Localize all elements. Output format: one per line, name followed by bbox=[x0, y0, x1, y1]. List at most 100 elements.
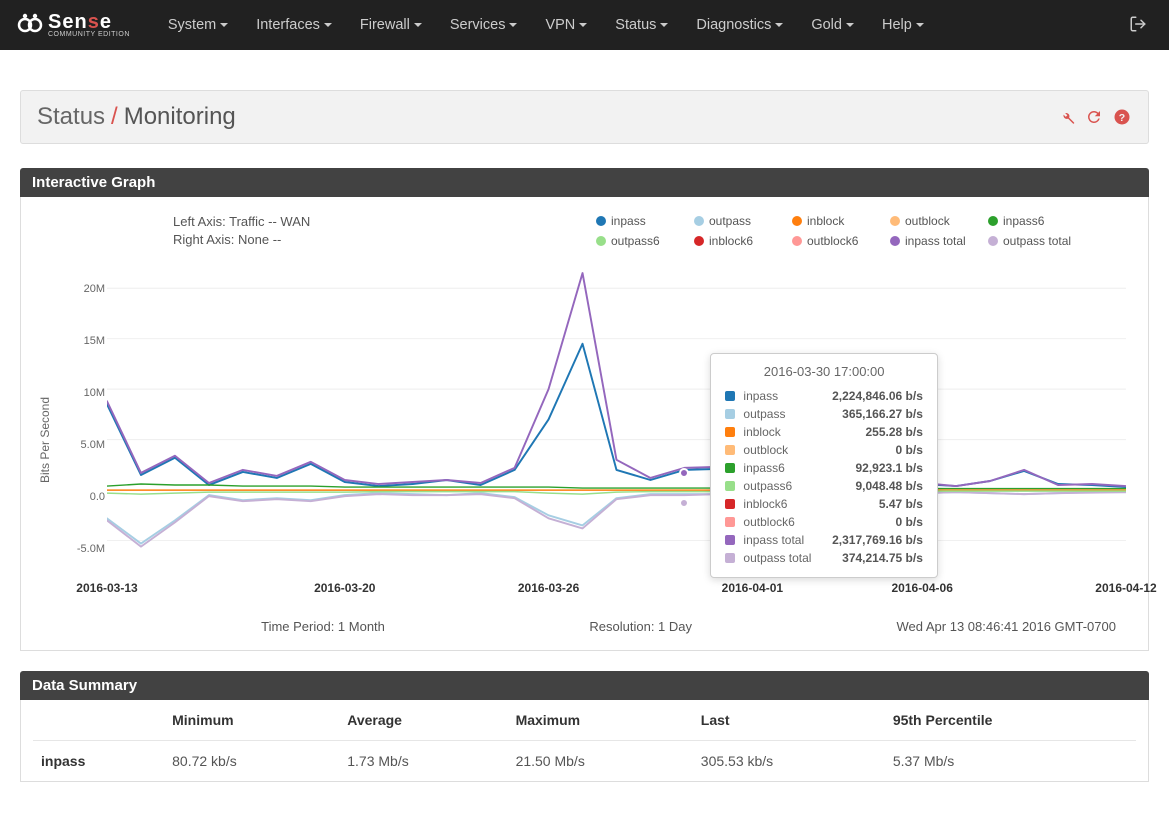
y-axis-label: Bits Per Second bbox=[38, 397, 52, 483]
legend-swatch-icon bbox=[792, 236, 802, 246]
nav-item-firewall[interactable]: Firewall bbox=[346, 17, 436, 33]
tooltip-swatch-icon bbox=[725, 391, 735, 401]
data-summary-panel: Data Summary MinimumAverageMaximumLast95… bbox=[20, 671, 1149, 782]
time-period: Time Period: 1 Month bbox=[261, 619, 385, 634]
logo-mark-icon bbox=[16, 11, 44, 39]
help-icon[interactable]: ? bbox=[1112, 107, 1132, 127]
legend-swatch-icon bbox=[792, 216, 802, 226]
legend-swatch-icon bbox=[988, 216, 998, 226]
nav-item-services[interactable]: Services bbox=[436, 17, 532, 33]
nav-item-gold[interactable]: Gold bbox=[797, 17, 868, 33]
chevron-down-icon bbox=[775, 23, 783, 27]
table-cell: 5.37 Mb/s bbox=[885, 741, 1136, 782]
y-axis-ticks: -5.0M0.05.0M10M15M20M bbox=[69, 263, 105, 575]
x-tick: 2016-04-12 bbox=[1095, 581, 1156, 595]
legend-label: outpass bbox=[709, 214, 751, 228]
x-tick: 2016-03-20 bbox=[314, 581, 375, 595]
wrench-icon[interactable] bbox=[1056, 107, 1076, 127]
logo-text: Sense bbox=[48, 11, 112, 33]
refresh-icon[interactable] bbox=[1084, 107, 1104, 127]
summary-table: MinimumAverageMaximumLast95th Percentile… bbox=[33, 700, 1136, 781]
nav-item-system[interactable]: System bbox=[154, 17, 242, 33]
tooltip-row: inblock65.47 b/s bbox=[725, 495, 922, 513]
legend-item[interactable]: inblock bbox=[792, 213, 870, 229]
axis-info: Left Axis: Traffic -- WAN Right Axis: No… bbox=[173, 213, 310, 249]
legend-label: outpass total bbox=[1003, 234, 1071, 248]
nav-item-interfaces[interactable]: Interfaces bbox=[242, 17, 346, 33]
svg-text:?: ? bbox=[1119, 112, 1125, 124]
chevron-down-icon bbox=[579, 23, 587, 27]
legend-swatch-icon bbox=[988, 236, 998, 246]
y-tick: 15M bbox=[84, 335, 105, 347]
nav-item-status[interactable]: Status bbox=[601, 17, 682, 33]
x-tick: 2016-03-26 bbox=[518, 581, 579, 595]
legend-swatch-icon bbox=[890, 236, 900, 246]
table-cell: 21.50 Mb/s bbox=[508, 741, 693, 782]
table-cell: 80.72 kb/s bbox=[164, 741, 339, 782]
y-tick: -5.0M bbox=[77, 543, 105, 555]
legend-item[interactable]: outpass6 bbox=[596, 233, 674, 249]
tooltip-row: inpass total2,317,769.16 b/s bbox=[725, 531, 922, 549]
tooltip-label: inblock bbox=[743, 425, 837, 439]
tooltip-swatch-icon bbox=[725, 535, 735, 545]
hover-marker-icon bbox=[679, 468, 689, 478]
tooltip-value: 0 b/s bbox=[896, 443, 923, 457]
tooltip-row: outpass 365,166.27 b/s bbox=[725, 405, 922, 423]
table-row: inpass80.72 kb/s1.73 Mb/s21.50 Mb/s305.5… bbox=[33, 741, 1136, 782]
legend-label: inblock bbox=[807, 214, 844, 228]
tooltip-label: inpass bbox=[743, 389, 804, 403]
tooltip-swatch-icon bbox=[725, 463, 735, 473]
nav-item-help[interactable]: Help bbox=[868, 17, 938, 33]
logo[interactable]: Sense COMMUNITY EDITION bbox=[16, 11, 130, 39]
x-axis-ticks: 2016-03-132016-03-202016-03-262016-04-01… bbox=[107, 581, 1126, 599]
hover-marker-icon bbox=[679, 498, 689, 508]
table-header: 95th Percentile bbox=[885, 700, 1136, 741]
line-chart[interactable] bbox=[107, 263, 1126, 566]
tooltip-swatch-icon bbox=[725, 409, 735, 419]
legend-item[interactable]: inblock6 bbox=[694, 233, 772, 249]
table-header: Average bbox=[339, 700, 507, 741]
tooltip-value: 365,166.27 b/s bbox=[842, 407, 923, 421]
interactive-graph-panel: Interactive Graph Left Axis: Traffic -- … bbox=[20, 168, 1149, 651]
legend-item[interactable]: inpass bbox=[596, 213, 674, 229]
tooltip-row: outpass total 374,214.75 b/s bbox=[725, 549, 922, 567]
legend-swatch-icon bbox=[890, 216, 900, 226]
tooltip-value: 374,214.75 b/s bbox=[842, 551, 923, 565]
legend-swatch-icon bbox=[596, 216, 606, 226]
chart-footer: . Time Period: 1 Month Resolution: 1 Day… bbox=[33, 603, 1136, 634]
table-header: Maximum bbox=[508, 700, 693, 741]
legend-item[interactable]: inpass total bbox=[890, 233, 968, 249]
nav-item-diagnostics[interactable]: Diagnostics bbox=[682, 17, 797, 33]
y-tick: 5.0M bbox=[81, 439, 105, 451]
y-tick: 20M bbox=[84, 283, 105, 295]
tooltip-value: 255.28 b/s bbox=[866, 425, 923, 439]
page-header: Status/Monitoring ? bbox=[20, 90, 1149, 144]
tooltip-swatch-icon bbox=[725, 517, 735, 527]
legend-item[interactable]: inpass6 bbox=[988, 213, 1066, 229]
logout-icon[interactable] bbox=[1129, 15, 1153, 36]
tooltip-label: inblock6 bbox=[743, 497, 850, 511]
x-tick: 2016-04-01 bbox=[722, 581, 783, 595]
chevron-down-icon bbox=[220, 23, 228, 27]
legend-item[interactable]: outblock bbox=[890, 213, 968, 229]
legend-item[interactable]: outpass bbox=[694, 213, 772, 229]
nav-item-vpn[interactable]: VPN bbox=[531, 17, 601, 33]
table-cell: 305.53 kb/s bbox=[693, 741, 885, 782]
legend-label: outblock bbox=[905, 214, 950, 228]
chart-tooltip: 2016-03-30 17:00:00 inpass2,224,846.06 b… bbox=[710, 353, 937, 578]
legend-label: outpass6 bbox=[611, 234, 660, 248]
legend-item[interactable]: outpass total bbox=[988, 233, 1071, 249]
legend-label: inblock6 bbox=[709, 234, 753, 248]
tooltip-label: outpass bbox=[743, 407, 814, 421]
tooltip-label: outpass total bbox=[743, 551, 814, 565]
chevron-down-icon bbox=[324, 23, 332, 27]
tooltip-row: outblock60 b/s bbox=[725, 513, 922, 531]
tooltip-row: outpass69,048.48 b/s bbox=[725, 477, 922, 495]
chart-area[interactable]: Bits Per Second -5.0M0.05.0M10M15M20M 20… bbox=[33, 263, 1136, 603]
legend-item[interactable]: outblock6 bbox=[792, 233, 870, 249]
chevron-down-icon bbox=[660, 23, 668, 27]
page-title: Status/Monitoring bbox=[37, 103, 236, 131]
chevron-down-icon bbox=[846, 23, 854, 27]
tooltip-row: outblock0 b/s bbox=[725, 441, 922, 459]
tooltip-value: 92,923.1 b/s bbox=[855, 461, 922, 475]
